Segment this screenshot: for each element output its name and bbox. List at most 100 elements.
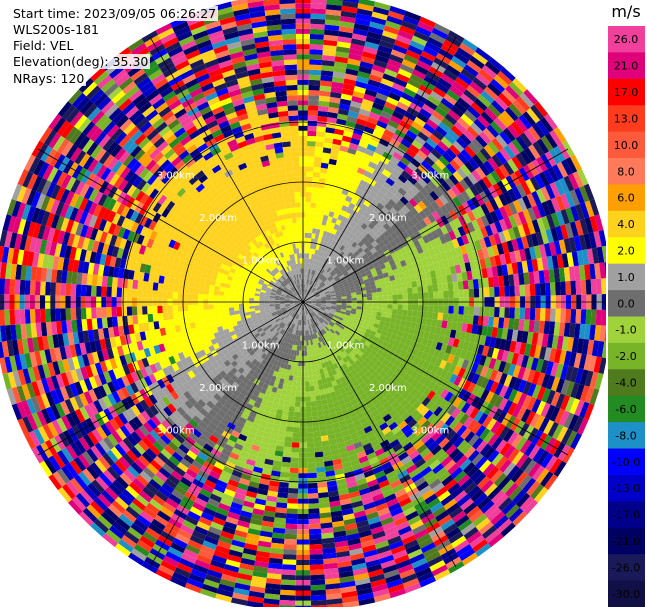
velocity-bin [563, 412, 575, 429]
velocity-bin [318, 492, 329, 499]
velocity-bin [314, 390, 321, 396]
velocity-bin [403, 460, 415, 470]
velocity-bin [428, 332, 435, 341]
velocity-bin [550, 362, 559, 377]
velocity-bin [65, 413, 77, 428]
velocity-bin [327, 381, 333, 388]
velocity-bin [365, 121, 377, 130]
velocity-bin [248, 480, 260, 489]
velocity-bin [325, 392, 332, 400]
velocity-bin [305, 289, 308, 295]
velocity-bin [219, 370, 227, 378]
velocity-bin [317, 261, 322, 268]
velocity-bin [195, 373, 204, 382]
velocity-bin [316, 466, 326, 473]
velocity-bin [348, 352, 355, 359]
velocity-bin [466, 270, 473, 281]
velocity-bin [310, 202, 316, 208]
velocity-bin [327, 111, 338, 119]
velocity-bin [521, 260, 529, 273]
velocity-bin [304, 295, 309, 300]
velocity-bin [395, 147, 406, 157]
velocity-bin [477, 315, 484, 326]
velocity-bin [355, 262, 363, 269]
velocity-bin [165, 459, 177, 471]
velocity-bin [316, 278, 321, 284]
velocity-bin [543, 269, 550, 283]
velocity-bin [288, 327, 293, 333]
velocity-bin [495, 439, 508, 453]
velocity-bin [260, 387, 267, 395]
velocity-bin [112, 521, 128, 535]
velocity-bin [315, 321, 320, 327]
velocity-bin [312, 171, 320, 178]
velocity-bin [360, 353, 368, 361]
velocity-bin [183, 548, 199, 560]
velocity-bin [334, 128, 345, 136]
velocity-bin [604, 325, 606, 342]
velocity-bin [293, 350, 297, 356]
velocity-bin [363, 266, 371, 273]
velocity-bin [435, 207, 445, 218]
velocity-bin [138, 424, 150, 437]
velocity-bin [382, 181, 392, 191]
velocity-bin [313, 161, 322, 168]
velocity-bin [141, 561, 158, 574]
velocity-bin [313, 309, 319, 314]
velocity-bin [318, 280, 323, 285]
velocity-bin [218, 397, 227, 406]
velocity-bin [453, 156, 465, 168]
velocity-bin [385, 265, 393, 273]
velocity-bin [568, 173, 580, 190]
velocity-bin [460, 478, 474, 491]
velocity-bin [312, 317, 317, 322]
velocity-bin [496, 265, 504, 277]
velocity-bin [308, 232, 312, 239]
velocity-bin [449, 144, 461, 156]
velocity-bin [426, 203, 436, 214]
velocity-bin [312, 275, 316, 281]
velocity-bin [39, 460, 53, 477]
velocity-bin [461, 190, 471, 202]
velocity-bin [211, 554, 227, 564]
velocity-bin [346, 295, 352, 299]
velocity-bin [276, 361, 282, 368]
velocity-bin [504, 482, 519, 498]
velocity-bin [311, 287, 315, 292]
velocity-bin [367, 516, 381, 525]
velocity-bin [511, 404, 523, 418]
velocity-bin [370, 578, 387, 588]
velocity-bin [176, 562, 193, 574]
velocity-bin [278, 367, 284, 374]
velocity-bin [331, 201, 338, 208]
velocity-bin [342, 240, 349, 247]
velocity-bin [338, 493, 351, 501]
velocity-bin [379, 198, 388, 207]
velocity-bin [540, 186, 551, 202]
velocity-bin [320, 517, 332, 524]
velocity-bin [300, 304, 303, 310]
velocity-bin [308, 307, 313, 312]
velocity-bin [522, 381, 532, 395]
velocity-bin [252, 346, 259, 353]
velocity-bin [305, 217, 310, 223]
velocity-bin [498, 360, 507, 373]
velocity-bin [349, 48, 364, 57]
velocity-bin [579, 218, 589, 235]
velocity-bin [140, 410, 151, 422]
velocity-bin [483, 160, 495, 174]
velocity-bin [250, 580, 266, 589]
velocity-bin [516, 330, 524, 343]
velocity-bin [289, 310, 294, 315]
velocity-bin [379, 226, 387, 234]
velocity-bin [156, 510, 171, 522]
velocity-bin [324, 311, 330, 315]
velocity-bin [175, 447, 187, 459]
velocity-bin [361, 360, 369, 368]
velocity-bin [437, 350, 446, 360]
velocity-bin [420, 160, 432, 171]
velocity-bin [335, 51, 350, 59]
velocity-bin [443, 232, 452, 243]
velocity-bin [599, 325, 606, 342]
velocity-bin [283, 363, 288, 370]
